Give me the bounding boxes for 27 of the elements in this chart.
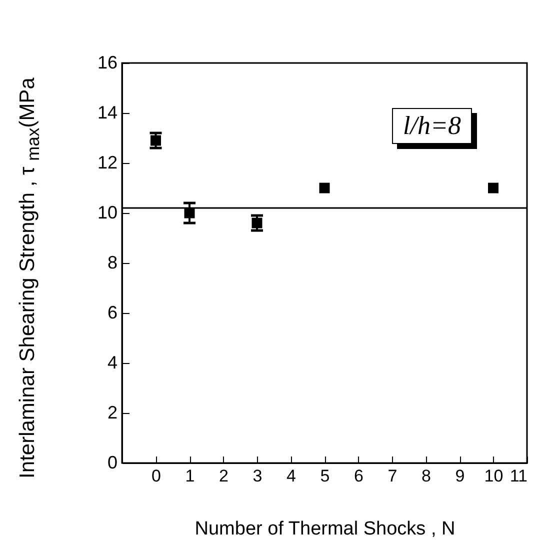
x-tick-label: 6 bbox=[354, 466, 364, 486]
y-tick-label: 2 bbox=[107, 402, 118, 422]
x-tick-label: 0 bbox=[152, 466, 161, 486]
y-tick-label: 10 bbox=[97, 202, 118, 222]
x-axis-title: Number of Thermal Shocks , N bbox=[194, 518, 456, 540]
x-tick-label: 3 bbox=[252, 466, 262, 486]
y-tick-label: 8 bbox=[107, 252, 118, 272]
x-tick-label: 10 bbox=[484, 466, 504, 486]
x-tick-label: 5 bbox=[320, 466, 330, 486]
x-tick-label: 1 bbox=[185, 466, 195, 486]
x-tick-label: 2 bbox=[219, 466, 228, 486]
y-tick-label: 0 bbox=[107, 452, 118, 472]
point bbox=[319, 182, 330, 194]
point bbox=[252, 218, 262, 228]
point bbox=[150, 135, 161, 146]
y-tick-label: 14 bbox=[97, 102, 118, 122]
y-tick-label: 4 bbox=[107, 352, 118, 372]
point bbox=[488, 182, 498, 194]
y-tick-label: 6 bbox=[107, 302, 118, 322]
x-tick-label: 4 bbox=[286, 466, 296, 486]
x-tick-label: 7 bbox=[388, 466, 398, 486]
x-tick-label: 8 bbox=[422, 466, 431, 486]
y-tick-label: 16 bbox=[97, 52, 118, 72]
annotation: l/h=8 bbox=[392, 108, 472, 144]
x-tick-label: 11 bbox=[510, 466, 528, 486]
y-tick-label: 12 bbox=[97, 152, 118, 172]
x-tick-label: 9 bbox=[455, 466, 465, 486]
